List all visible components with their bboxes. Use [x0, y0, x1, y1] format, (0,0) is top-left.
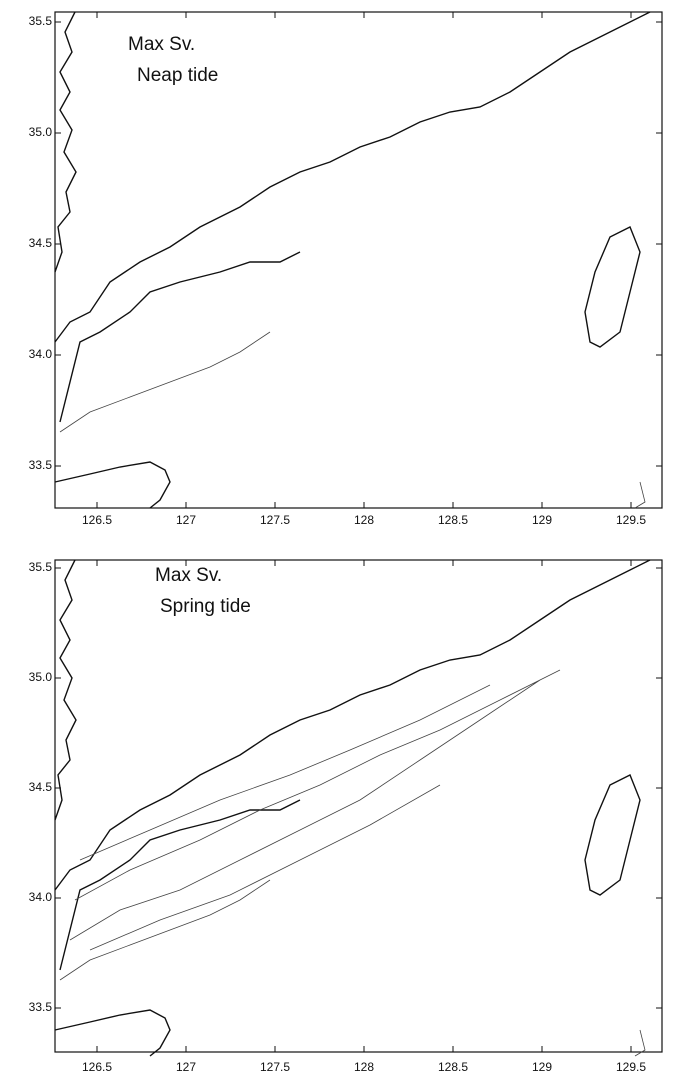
x-tick-label: 128 — [354, 1060, 374, 1074]
panel-title: Spring tide — [160, 596, 251, 617]
x-tick-label: 126.5 — [82, 1060, 112, 1074]
map-frame — [54, 11, 663, 509]
x-tick-label: 128 — [354, 513, 374, 527]
spring-panel: Max Sv. Spring tide 126.5 127 127.5 128 128.5 1… — [29, 559, 663, 1074]
y-tick-label: 34.0 — [29, 890, 53, 904]
y-tick-label: 33.5 — [29, 1000, 53, 1014]
y-tick-label: 35.5 — [29, 560, 53, 574]
y-tick-label: 34.0 — [29, 347, 53, 361]
coastline — [54, 559, 651, 1057]
y-tick-label: 35.5 — [29, 14, 53, 28]
y-tick-label: 34.5 — [29, 780, 53, 794]
x-tick-label: 127.5 — [260, 513, 290, 527]
neap-panel: Max Sv. Neap tide 126.5 127 127.5 128 128.5 129… — [29, 11, 663, 527]
x-tick-label: 127 — [176, 1060, 196, 1074]
x-tick-label: 129.5 — [616, 513, 646, 527]
map-frame — [54, 559, 663, 1053]
contours — [69, 669, 561, 951]
x-tick-label: 127.5 — [260, 1060, 290, 1074]
y-tick-label: 35.0 — [29, 670, 53, 684]
coastline — [54, 11, 651, 509]
x-tick-label: 127 — [176, 513, 196, 527]
y-tick-label: 34.5 — [29, 236, 53, 250]
y-tick-label: 35.0 — [29, 125, 53, 139]
x-tick-label: 129 — [532, 513, 552, 527]
x-tick-label: 126.5 — [82, 513, 112, 527]
x-tick-label: 129 — [532, 1060, 552, 1074]
panel-title: Neap tide — [137, 65, 218, 86]
x-tick-label: 128.5 — [438, 1060, 468, 1074]
y-tick-label: 33.5 — [29, 458, 53, 472]
x-tick-label: 128.5 — [438, 513, 468, 527]
panel-title: Max Sv. — [155, 565, 222, 586]
x-tick-label: 129.5 — [616, 1060, 646, 1074]
panel-title: Max Sv. — [128, 34, 195, 55]
